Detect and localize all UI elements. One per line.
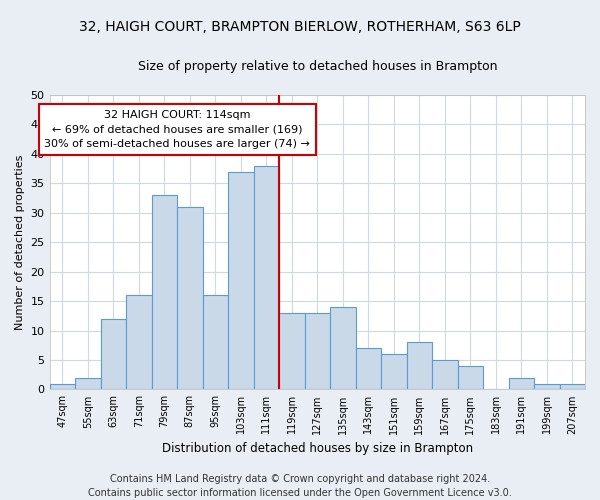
Bar bbox=[356, 348, 381, 390]
Bar bbox=[101, 319, 126, 390]
Bar bbox=[152, 195, 177, 390]
Bar bbox=[203, 295, 228, 390]
Bar bbox=[254, 166, 279, 390]
Bar bbox=[458, 366, 483, 390]
Bar bbox=[330, 307, 356, 390]
Bar bbox=[75, 378, 101, 390]
Text: 32 HAIGH COURT: 114sqm
← 69% of detached houses are smaller (169)
30% of semi-de: 32 HAIGH COURT: 114sqm ← 69% of detached… bbox=[44, 110, 310, 150]
Bar bbox=[177, 207, 203, 390]
Title: Size of property relative to detached houses in Brampton: Size of property relative to detached ho… bbox=[137, 60, 497, 73]
Bar bbox=[50, 384, 75, 390]
Bar bbox=[279, 313, 305, 390]
Bar bbox=[534, 384, 560, 390]
Bar bbox=[228, 172, 254, 390]
X-axis label: Distribution of detached houses by size in Brampton: Distribution of detached houses by size … bbox=[162, 442, 473, 455]
Bar bbox=[407, 342, 432, 390]
Bar bbox=[509, 378, 534, 390]
Y-axis label: Number of detached properties: Number of detached properties bbox=[15, 154, 25, 330]
Text: Contains HM Land Registry data © Crown copyright and database right 2024.
Contai: Contains HM Land Registry data © Crown c… bbox=[88, 474, 512, 498]
Bar bbox=[560, 384, 585, 390]
Bar bbox=[305, 313, 330, 390]
Bar bbox=[432, 360, 458, 390]
Text: 32, HAIGH COURT, BRAMPTON BIERLOW, ROTHERHAM, S63 6LP: 32, HAIGH COURT, BRAMPTON BIERLOW, ROTHE… bbox=[79, 20, 521, 34]
Bar bbox=[126, 295, 152, 390]
Bar bbox=[381, 354, 407, 390]
